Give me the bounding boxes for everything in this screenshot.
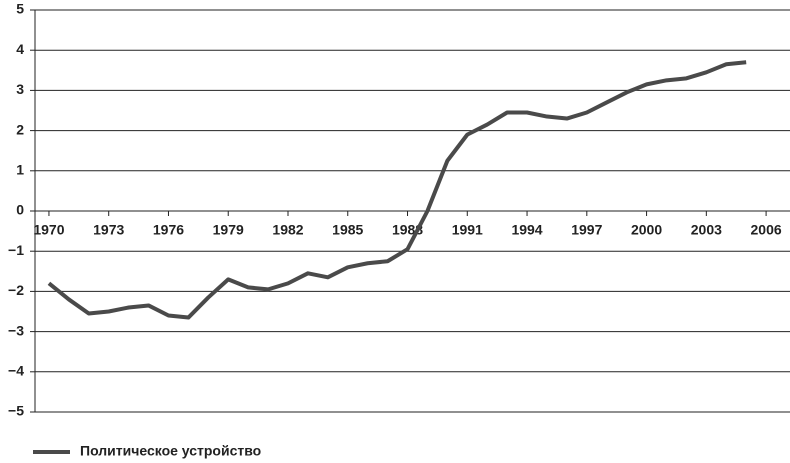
- x-tick-label: 1976: [153, 222, 184, 238]
- y-tick-label: 1: [16, 162, 24, 178]
- x-tick-label: 2000: [631, 222, 662, 238]
- y-tick-label: −1: [8, 242, 24, 258]
- y-tick-label: −2: [8, 282, 24, 298]
- y-tick-label: 0: [16, 202, 24, 218]
- y-tick-label: −5: [8, 403, 24, 419]
- x-tick-label: 1973: [93, 222, 124, 238]
- x-tick-label: 1991: [452, 222, 483, 238]
- x-tick-label: 1994: [511, 222, 542, 238]
- x-tick-label: 1970: [33, 222, 64, 238]
- legend-label: Политическое устройство: [80, 443, 261, 459]
- x-tick-label: 1982: [272, 222, 303, 238]
- y-tick-label: −3: [8, 322, 24, 338]
- y-tick-label: 2: [16, 121, 24, 137]
- x-tick-label: 1997: [571, 222, 602, 238]
- y-tick-label: 4: [16, 41, 24, 57]
- x-tick-label: 1979: [213, 222, 244, 238]
- y-tick-label: 3: [16, 81, 24, 97]
- y-tick-label: −4: [8, 363, 24, 379]
- x-tick-label: 2006: [751, 222, 782, 238]
- x-tick-label: 1985: [332, 222, 363, 238]
- y-tick-label: 5: [16, 1, 24, 17]
- x-tick-label: 2003: [691, 222, 722, 238]
- data-line: [47, 60, 747, 320]
